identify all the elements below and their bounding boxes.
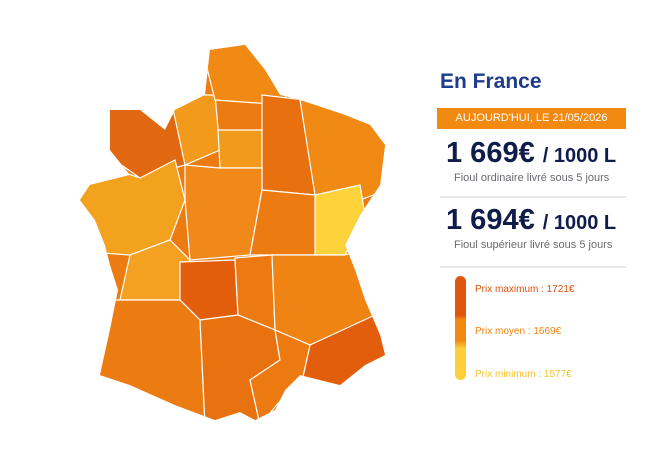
legend-scale xyxy=(455,276,466,380)
price: 1 694€ / 1000 L xyxy=(446,204,616,237)
price-value: 1 669€ xyxy=(446,137,535,169)
legend-label: Prix moyen : 1669€ xyxy=(475,326,562,337)
price: 1 669€ / 1000 L xyxy=(446,137,616,170)
regions xyxy=(80,45,385,420)
price-description: Fioul ordinaire livré sous 5 jours xyxy=(454,172,610,184)
date: AUJOURD'HUI, LE 21/05/2026 xyxy=(455,112,608,124)
date-banner xyxy=(437,108,626,129)
legend-label: Prix minimum : 1577€ xyxy=(475,369,572,380)
legend-label: Prix maximum : 1721€ xyxy=(475,284,575,295)
price-description: Fioul supérieur livré sous 5 jours xyxy=(454,239,613,251)
price-value: 1 694€ xyxy=(446,204,535,236)
price-unit: / 1000 L xyxy=(542,212,617,234)
price-unit: / 1000 L xyxy=(542,145,617,167)
title: En France xyxy=(440,70,542,93)
